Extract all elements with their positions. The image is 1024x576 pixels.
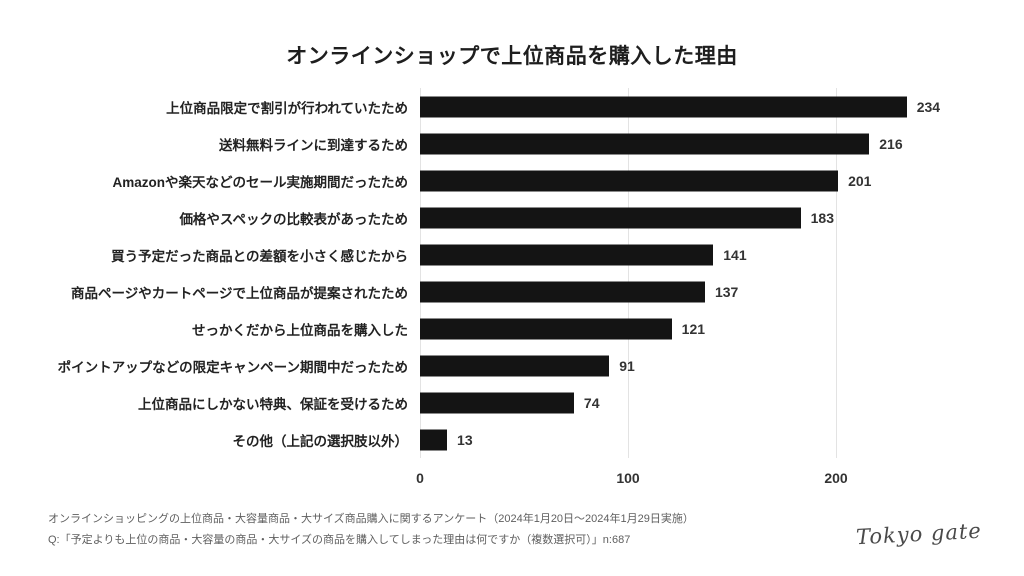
gridline-x-100 bbox=[628, 88, 629, 458]
bar-row: その他（上記の選択肢以外） 13 bbox=[0, 421, 1024, 458]
bar bbox=[420, 355, 610, 376]
value-label: 201 bbox=[848, 172, 872, 189]
bar-row: Amazonや楽天などのセール実施期間だったため 201 bbox=[0, 162, 1024, 199]
x-tick-label: 0 bbox=[416, 470, 424, 486]
category-label: 上位商品にしかない特典、保証を受けるため bbox=[138, 396, 408, 412]
bar-row: 商品ページやカートページで上位商品が提案されたため 137 bbox=[0, 273, 1024, 310]
bar-row: 買う予定だった商品との差額を小さく感じたから 141 bbox=[0, 236, 1024, 273]
bar bbox=[420, 281, 705, 302]
category-label: その他（上記の選択肢以外） bbox=[232, 433, 409, 449]
category-label: せっかくだから上位商品を購入した bbox=[192, 322, 408, 338]
value-label: 216 bbox=[879, 135, 903, 152]
value-label: 137 bbox=[714, 283, 739, 300]
gridline-x-200 bbox=[836, 88, 837, 458]
category-label: ポイントアップなどの限定キャンペーン期間中だったため bbox=[57, 359, 408, 375]
survey-question-note: Q:「予定よりも上位の商品・大容量の商品・大サイズの商品を購入してしまった理由は… bbox=[48, 534, 631, 546]
bar bbox=[420, 170, 839, 191]
chart-title: オンラインショップで上位商品を購入した理由 bbox=[286, 45, 738, 68]
value-label: 141 bbox=[723, 246, 747, 263]
value-label: 74 bbox=[583, 394, 600, 411]
bar bbox=[420, 318, 672, 339]
bar-row: 価格やスペックの比較表があったため 183 bbox=[0, 199, 1024, 236]
value-label: 234 bbox=[916, 98, 941, 115]
bar-chart-plot-area: 上位商品限定で割引が行われていたため 234 送料無料ラインに到達するため 216 Am… bbox=[0, 88, 1024, 458]
bar-row: 送料無料ラインに到達するため 216 bbox=[0, 125, 1024, 162]
category-label: 買う予定だった商品との差額を小さく感じたから bbox=[111, 248, 408, 264]
value-label: 183 bbox=[810, 209, 834, 226]
x-tick-label: 100 bbox=[616, 470, 640, 486]
category-label: 価格やスペックの比較表があったため bbox=[179, 211, 408, 227]
bar-row: 上位商品限定で割引が行われていたため 234 bbox=[0, 88, 1024, 125]
bar bbox=[420, 207, 801, 228]
bar-row: せっかくだから上位商品を購入した 121 bbox=[0, 310, 1024, 347]
value-label: 91 bbox=[619, 357, 635, 374]
bar bbox=[420, 244, 714, 265]
tokyo-gate-logo: Tokyo gate bbox=[855, 518, 983, 550]
bar bbox=[420, 392, 574, 413]
category-label: 送料無料ラインに到達するため bbox=[219, 137, 408, 153]
bar bbox=[420, 429, 448, 450]
value-label: 13 bbox=[457, 431, 473, 448]
gridline-x-0 bbox=[420, 88, 421, 458]
value-label: 121 bbox=[681, 320, 706, 337]
category-label: Amazonや楽天などのセール実施期間だったため bbox=[112, 174, 408, 190]
bar bbox=[420, 96, 907, 117]
category-label: 商品ページやカートページで上位商品が提案されたため bbox=[71, 285, 408, 301]
bar bbox=[420, 133, 870, 154]
survey-source-note: オンラインショッピングの上位商品・大容量商品・大サイズ商品購入に関するアンケート… bbox=[48, 513, 694, 525]
bar-row: 上位商品にしかない特典、保証を受けるため 74 bbox=[0, 384, 1024, 421]
category-label: 上位商品限定で割引が行われていたため bbox=[166, 100, 408, 116]
bar-row: ポイントアップなどの限定キャンペーン期間中だったため 91 bbox=[0, 347, 1024, 384]
x-tick-label: 200 bbox=[824, 470, 848, 486]
